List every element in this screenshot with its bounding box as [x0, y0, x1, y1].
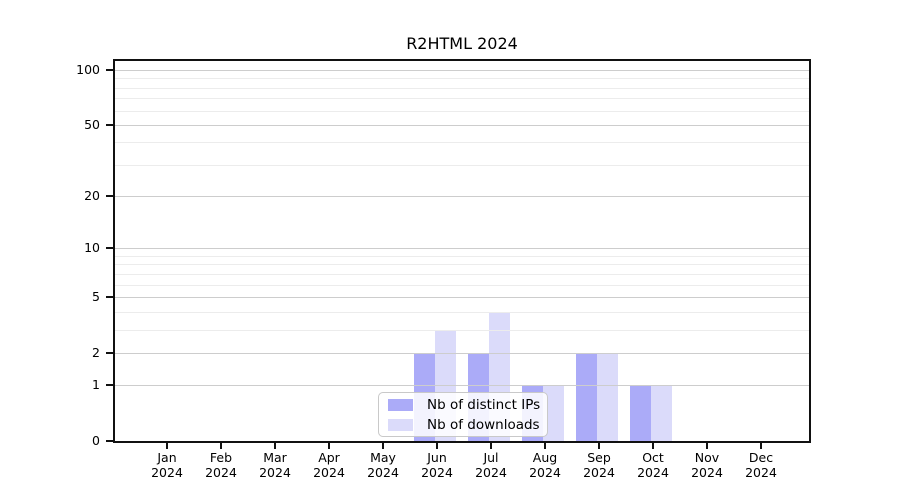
plot-area [113, 59, 811, 443]
x-tick-label-may: May 2024 [367, 450, 399, 480]
x-tick-label-jun: Jun 2024 [421, 450, 453, 480]
y-tick-2 [106, 351, 113, 354]
bar-downloads-sep [597, 352, 618, 441]
x-tick-label-apr: Apr 2024 [313, 450, 345, 480]
x-tick-label-sep: Sep 2024 [583, 450, 615, 480]
x-tick-label-nov: Nov 2024 [691, 450, 723, 480]
gridline-major-1 [115, 385, 809, 386]
gridline-minor-90 [115, 78, 809, 79]
bar-downloads-aug [543, 385, 564, 441]
legend-label-distinct-ips: Nb of distinct IPs [427, 396, 541, 413]
y-tick-label-5: 5 [92, 288, 100, 304]
gridline-minor-80 [115, 88, 809, 89]
legend-swatch-downloads-icon [388, 418, 413, 431]
legend-swatch-distinct-ips-icon [388, 398, 413, 411]
bar-ips-oct [630, 385, 651, 441]
gridline-minor-9 [115, 256, 809, 257]
y-tick-label-2: 2 [92, 344, 100, 360]
chart-title: R2HTML 2024 [406, 34, 518, 53]
gridline-major-20 [115, 196, 809, 197]
gridline-minor-30 [115, 165, 809, 166]
y-tick-label-20: 20 [84, 188, 100, 204]
x-tick-apr [328, 443, 330, 449]
x-tick-label-mar: Mar 2024 [259, 450, 291, 480]
y-tick-20 [106, 195, 113, 198]
x-tick-label-aug: Aug 2024 [529, 450, 561, 480]
gridline-major-5 [115, 297, 809, 298]
y-tick-5 [106, 295, 113, 298]
legend-label-downloads: Nb of downloads [427, 416, 540, 433]
grid-layer [115, 61, 809, 441]
x-tick-mar [274, 443, 276, 449]
bar-ips-sep [576, 352, 597, 441]
gridline-minor-40 [115, 142, 809, 143]
x-tick-label-oct: Oct 2024 [637, 450, 669, 480]
gridline-major-50 [115, 125, 809, 126]
gridline-major-2 [115, 353, 809, 354]
x-tick-label-feb: Feb 2024 [205, 450, 237, 480]
y-tick-label-1: 1 [92, 377, 100, 393]
x-tick-feb [220, 443, 222, 449]
gridline-minor-4 [115, 312, 809, 313]
y-tick-label-100: 100 [76, 62, 100, 77]
legend-item-distinct-ips: Nb of distinct IPs [388, 396, 547, 413]
bar-downloads-oct [651, 385, 672, 441]
x-tick-jul [490, 443, 492, 449]
x-tick-jan [166, 443, 168, 449]
gridline-minor-8 [115, 264, 809, 265]
gridline-minor-7 [115, 274, 809, 275]
x-tick-label-jul: Jul 2024 [475, 450, 507, 480]
x-tick-label-jan: Jan 2024 [151, 450, 183, 480]
gridline-minor-3 [115, 330, 809, 331]
gridline-major-100 [115, 70, 809, 71]
x-tick-oct [652, 443, 654, 449]
legend: Nb of distinct IPs Nb of downloads [378, 392, 548, 437]
y-tick-label-50: 50 [84, 116, 100, 132]
y-tick-10 [106, 247, 113, 250]
x-tick-nov [706, 443, 708, 449]
gridline-major-10 [115, 248, 809, 249]
y-tick-0 [106, 440, 113, 442]
y-tick-label-0: 0 [92, 433, 100, 448]
gridline-minor-6 [115, 285, 809, 286]
y-tick-1 [106, 384, 113, 387]
y-tick-100 [106, 69, 113, 71]
x-tick-jun [436, 443, 438, 449]
gridline-minor-60 [115, 111, 809, 112]
x-tick-sep [598, 443, 600, 449]
x-tick-label-dec: Dec 2024 [745, 450, 777, 480]
gridline-minor-70 [115, 98, 809, 99]
x-tick-may [382, 443, 384, 449]
y-tick-label-10: 10 [84, 240, 100, 256]
x-tick-dec [760, 443, 762, 449]
legend-item-downloads: Nb of downloads [388, 416, 547, 433]
y-tick-50 [106, 123, 113, 126]
x-tick-aug [544, 443, 546, 449]
